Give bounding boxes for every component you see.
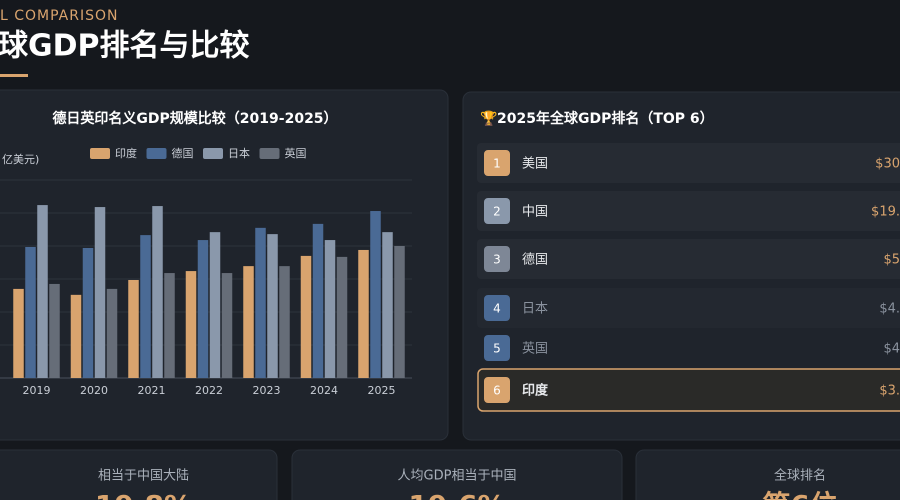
chart-title: 德日英印名义GDP规模比较（2019-2025） <box>52 110 337 127</box>
ranking-list: 1 美国 $30 2 中国 $19. 3 德国 $5 4 日本 $4. 5 英国 $4 6 印度 $3. <box>477 143 900 412</box>
rank-row <box>477 143 900 183</box>
eyebrow: L COMPARISON <box>0 8 118 24</box>
bar <box>324 240 336 378</box>
x-tick-label: 2019 <box>23 384 51 397</box>
bar <box>358 249 369 378</box>
legend-swatch <box>259 148 280 159</box>
bar <box>13 288 24 378</box>
bar <box>221 273 233 378</box>
rank-badge <box>484 335 510 361</box>
bar <box>94 207 106 378</box>
rank-number: 6 <box>493 384 501 398</box>
x-tick-label: 2021 <box>138 384 166 397</box>
bar <box>312 223 324 378</box>
summary-cards: 相当于中国大陆 19.8% 人均GDP相当于中国 19.6% 全球排名第6位 <box>0 449 900 500</box>
rank-number: 2 <box>493 205 501 219</box>
bar <box>82 247 94 378</box>
rank-number: 4 <box>493 302 501 316</box>
legend-swatch <box>90 148 110 159</box>
summary-card <box>0 449 278 500</box>
bar <box>164 273 175 378</box>
bar <box>243 266 254 378</box>
trophy-icon: 🏆 <box>480 110 498 127</box>
rank-number: 1 <box>493 157 501 171</box>
rank-country: 日本 <box>522 302 548 317</box>
x-tick-label: 2024 <box>310 384 338 397</box>
summary-card <box>635 449 900 500</box>
rank-badge <box>484 377 510 403</box>
card-label: 全球排名 <box>774 468 826 484</box>
bar <box>49 283 60 378</box>
rank-number: 3 <box>493 253 501 267</box>
x-tick-label: 2022 <box>195 384 223 397</box>
card-value: 19.6% <box>408 489 505 500</box>
bar <box>152 206 163 378</box>
rank-row <box>477 239 900 279</box>
bar <box>128 279 139 378</box>
card-label: 相当于中国大陆 <box>98 468 189 484</box>
legend-label: 英国 <box>285 146 307 160</box>
rank-row <box>477 288 900 328</box>
rank-value: $4. <box>879 302 900 317</box>
bar <box>197 240 209 378</box>
rank-number: 5 <box>493 342 501 356</box>
rank-badge <box>484 198 510 224</box>
card-label: 人均GDP相当于中国 <box>398 469 517 484</box>
bar <box>37 205 48 378</box>
bar <box>185 271 197 378</box>
x-tick-label: 2023 <box>253 384 281 397</box>
bar <box>394 246 405 378</box>
rank-badge <box>484 150 510 176</box>
rank-value: $3. <box>879 384 900 399</box>
card-value: 第6位 <box>762 489 837 500</box>
page-title: 球GDP排名与比较 <box>0 29 250 64</box>
bar-chart: 印度 德国 日本 英国 2019 2020 2021 2022 2023 2024 2025 <box>0 146 412 397</box>
bar <box>70 294 82 378</box>
bar <box>267 234 278 378</box>
rank-country: 中国 <box>522 205 548 220</box>
summary-card <box>291 449 623 500</box>
y-axis-label: 亿美元) <box>2 153 39 166</box>
x-tick-label: 2020 <box>80 384 108 397</box>
bar <box>106 288 118 378</box>
title-underline <box>0 74 28 77</box>
rank-badge <box>484 246 510 272</box>
bar <box>279 266 290 378</box>
rank-country: 英国 <box>522 342 548 357</box>
x-tick-label: 2025 <box>368 384 396 397</box>
rank-value: $4 <box>883 342 900 357</box>
card-value: 19.8% <box>95 489 192 500</box>
bar <box>255 227 266 378</box>
rank-value: $5 <box>883 253 900 268</box>
legend-label: 日本 <box>228 146 250 160</box>
bar <box>25 246 36 378</box>
legend-swatch <box>146 148 167 159</box>
rank-value: $19. <box>871 205 900 220</box>
ranking-title: 2025年全球GDP排名（TOP 6） <box>497 110 714 127</box>
rank-country: 印度 <box>522 383 549 399</box>
bar <box>336 256 348 378</box>
bar <box>300 255 312 378</box>
legend-label: 德国 <box>172 146 194 160</box>
rank-badge <box>484 295 510 321</box>
rank-row-highlight <box>477 368 900 412</box>
bar <box>370 211 381 378</box>
bar <box>140 235 151 378</box>
bar <box>382 232 393 378</box>
legend-label: 印度 <box>115 146 137 160</box>
rank-country: 美国 <box>522 157 548 172</box>
rank-row <box>477 191 900 231</box>
bar <box>209 232 221 378</box>
rank-country: 德国 <box>522 253 548 268</box>
rank-value: $30 <box>875 157 900 172</box>
legend-swatch <box>203 148 223 159</box>
